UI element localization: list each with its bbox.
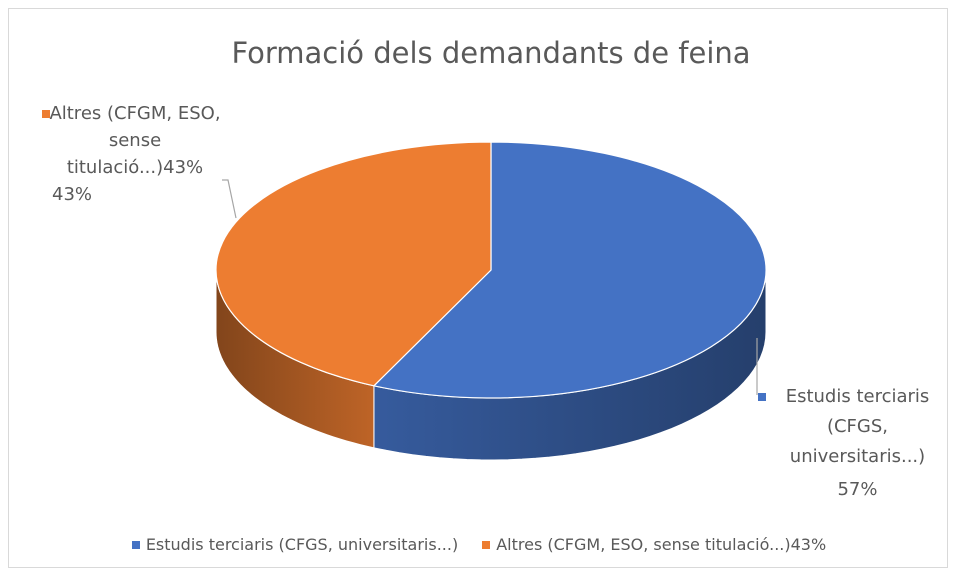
legend: Estudis terciaris (CFGS, universitaris..… bbox=[0, 535, 958, 554]
chart-frame bbox=[8, 8, 948, 568]
slice bbox=[372, 141, 767, 399]
data-label: 57% bbox=[837, 479, 878, 500]
legend-label: Estudis terciaris (CFGS, universitaris..… bbox=[145, 535, 459, 554]
legend-swatch bbox=[482, 540, 491, 549]
legend-swatch bbox=[131, 540, 140, 549]
leader-line bbox=[222, 179, 237, 219]
data-label: 43% bbox=[52, 184, 93, 205]
pie bbox=[215, 141, 767, 461]
legend-item: Altres (CFGM, ESO, sense titulació...)43… bbox=[482, 535, 826, 554]
slice bbox=[215, 141, 492, 387]
label-marker bbox=[758, 393, 766, 401]
legend-item: Estudis terciaris (CFGS, universitaris..… bbox=[131, 535, 459, 554]
data-label-name: Altres (CFGM, ESO, sense titulació...)43… bbox=[49, 103, 221, 178]
chart-title: Formació dels demandants de feina bbox=[231, 36, 750, 70]
label-marker bbox=[42, 110, 50, 118]
data-label-name: Estudis terciaris (CFGS, universitaris..… bbox=[785, 386, 930, 467]
legend-label: Altres (CFGM, ESO, sense titulació...)43… bbox=[496, 535, 827, 554]
